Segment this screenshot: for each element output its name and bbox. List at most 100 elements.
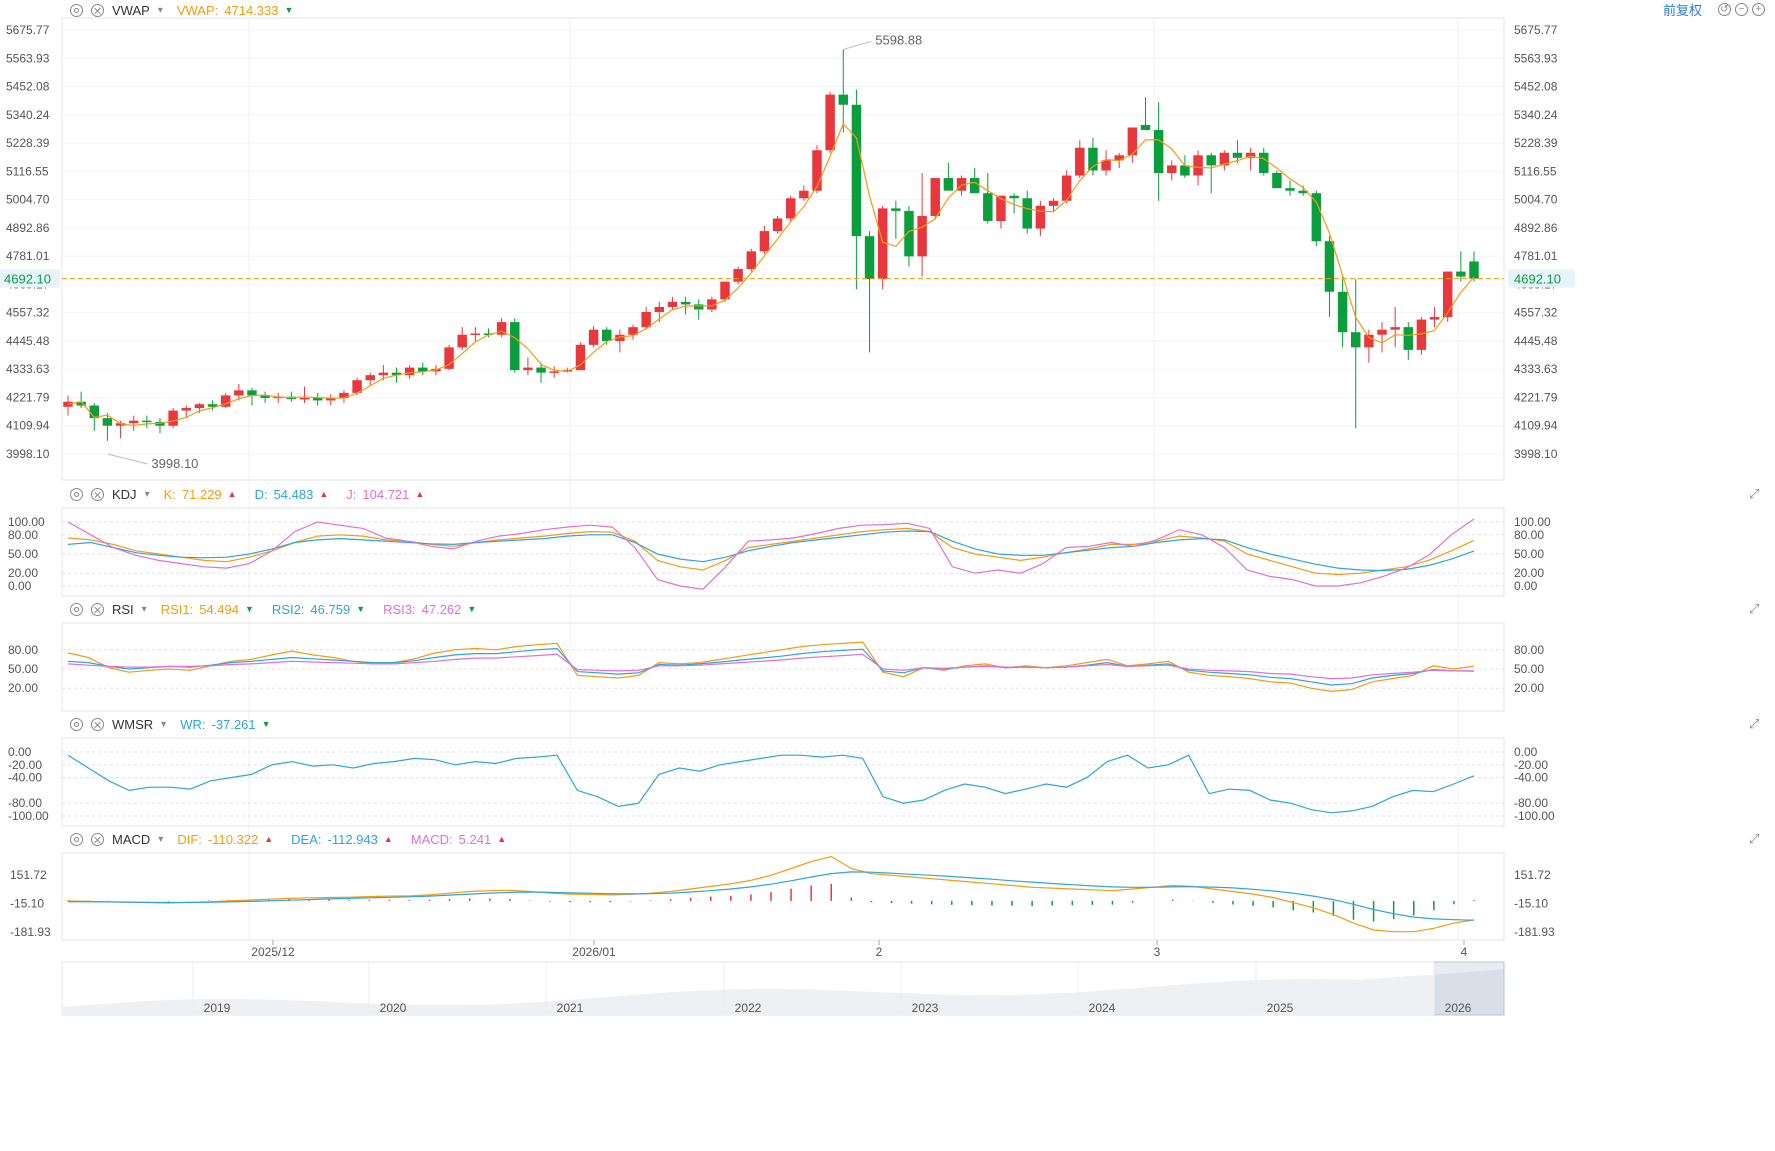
wmsr-tick-left: -40.00 <box>8 771 42 785</box>
expand-icon[interactable]: ⤢ <box>1749 601 1760 616</box>
gear-icon[interactable] <box>70 487 83 501</box>
rsi-tick-right: 20.00 <box>1514 681 1544 695</box>
rsi-tick-left: 50.00 <box>8 662 38 676</box>
navigator-year-label: 2021 <box>557 1001 584 1015</box>
price-tick-right: 4892.86 <box>1514 221 1558 235</box>
price-tick-left: 5228.39 <box>6 136 50 150</box>
k-label: K: <box>163 486 176 502</box>
chevron-down-icon[interactable]: ▾ <box>158 833 164 845</box>
indicator-name[interactable]: KDJ <box>112 486 137 502</box>
candle-body <box>877 208 888 280</box>
candle-body <box>1351 332 1361 348</box>
kdj-tick-right: 50.00 <box>1514 547 1544 561</box>
candle-body <box>799 190 809 199</box>
gear-icon[interactable] <box>70 832 83 846</box>
indicator-name[interactable]: RSI <box>112 601 134 617</box>
k-value: 71.229 <box>181 486 222 502</box>
reset-icon[interactable]: ↺ <box>1718 2 1731 16</box>
wmsr-tick-right: -80.00 <box>1514 796 1548 810</box>
gear-icon[interactable] <box>70 602 83 616</box>
chevron-down-icon[interactable]: ▾ <box>161 718 167 730</box>
candle-body <box>418 367 428 372</box>
kdj-tick-right: 20.00 <box>1514 566 1544 580</box>
macd-series-DEA <box>68 871 1475 921</box>
indicator-name[interactable]: VWAP <box>112 2 150 18</box>
rsi-series-RSI3 <box>67 653 1475 680</box>
zoom-out-icon[interactable]: − <box>1735 2 1748 16</box>
candle-body <box>969 178 980 194</box>
expand-icon[interactable]: ⤢ <box>1749 716 1760 731</box>
indicator-name[interactable]: WMSR <box>112 716 154 732</box>
close-icon[interactable] <box>91 832 104 846</box>
price-tick-left: 4221.79 <box>6 390 50 404</box>
price-tick-left: 4557.32 <box>6 306 50 320</box>
macd-tick-left: 151.72 <box>10 868 47 882</box>
close-icon[interactable] <box>91 3 104 17</box>
price-tick-left: 3998.10 <box>6 447 50 461</box>
candle-body <box>378 372 389 376</box>
price-tick-right: 4109.94 <box>1514 419 1558 433</box>
last-price-tag-right <box>1508 269 1575 288</box>
gear-icon[interactable] <box>70 3 83 17</box>
expand-icon[interactable]: ⤢ <box>1749 486 1760 501</box>
kdj-frame <box>61 507 1505 597</box>
j-value: 104.721 <box>362 486 410 502</box>
candle-body <box>1429 317 1440 320</box>
candle-body <box>194 404 205 409</box>
candle-body <box>1061 175 1072 201</box>
candle-body <box>1101 160 1111 171</box>
candle-body <box>785 198 796 219</box>
top-right-toolbar: 前复权 ↺ − + <box>1663 0 1765 18</box>
candle-body <box>1298 190 1308 194</box>
candle-body <box>1403 327 1414 350</box>
close-icon[interactable] <box>91 602 104 616</box>
price-tick-right: 5228.39 <box>1514 136 1558 150</box>
price-tick-left: 5563.93 <box>6 51 50 65</box>
candle-body <box>1364 334 1374 348</box>
candle-body <box>746 251 757 270</box>
price-tick-left: 4109.94 <box>6 419 50 433</box>
price-tick-right: 3998.10 <box>1514 447 1558 461</box>
dif-label: DIF: <box>177 831 202 847</box>
navigator-range-selector <box>1433 961 1505 1016</box>
candle-body <box>1416 319 1427 350</box>
vwap-label: VWAP: <box>176 2 219 18</box>
chevron-down-icon[interactable]: ▾ <box>141 603 147 615</box>
candle-body <box>825 94 835 151</box>
zoom-in-icon[interactable]: + <box>1752 2 1765 16</box>
chevron-down-icon[interactable]: ▾ <box>157 4 163 16</box>
candle-body <box>1180 165 1190 176</box>
down-arrow-icon: ▼ <box>284 5 294 15</box>
main-panel-frame <box>61 17 1505 481</box>
macd-panel-header: MACD ▾ DIF: -110.322 ▲ DEA: -112.943 ▲ M… <box>70 829 524 849</box>
rsi-tick-right: 50.00 <box>1514 662 1544 676</box>
down-arrow-icon: ▼ <box>356 604 366 614</box>
indicator-name[interactable]: MACD <box>112 831 151 847</box>
candle-body <box>549 371 559 373</box>
candle-body <box>588 329 599 345</box>
kdj-panel-header: KDJ ▾ K: 71.229 ▲ D: 54.483 ▲ J: 104.721… <box>70 484 442 504</box>
navigator-year-label: 2025 <box>1267 1001 1294 1015</box>
price-tick-right: 5675.77 <box>1514 23 1558 37</box>
candle-body <box>1456 271 1466 277</box>
candle-body <box>1337 291 1348 333</box>
candle-body <box>772 218 783 232</box>
price-tick-right: 4445.48 <box>1514 334 1558 348</box>
chevron-down-icon[interactable]: ▾ <box>144 488 150 500</box>
expand-icon[interactable]: ⤢ <box>1749 831 1760 846</box>
gear-icon[interactable] <box>70 717 83 731</box>
adjust-mode-button[interactable]: 前复权 <box>1662 2 1702 18</box>
candle-body <box>168 410 178 426</box>
macd-value: 5.241 <box>458 831 492 847</box>
last-price-label-left: 4692.10 <box>4 272 51 287</box>
kdj-tick-left: 0.00 <box>8 579 32 593</box>
candle-body <box>575 344 586 371</box>
up-arrow-icon: ▲ <box>497 834 507 844</box>
close-icon[interactable] <box>91 717 104 731</box>
close-icon[interactable] <box>91 487 104 501</box>
candle-body <box>444 347 454 369</box>
down-arrow-icon: ▼ <box>261 719 271 729</box>
macd-tick-right: -15.10 <box>1514 896 1548 910</box>
